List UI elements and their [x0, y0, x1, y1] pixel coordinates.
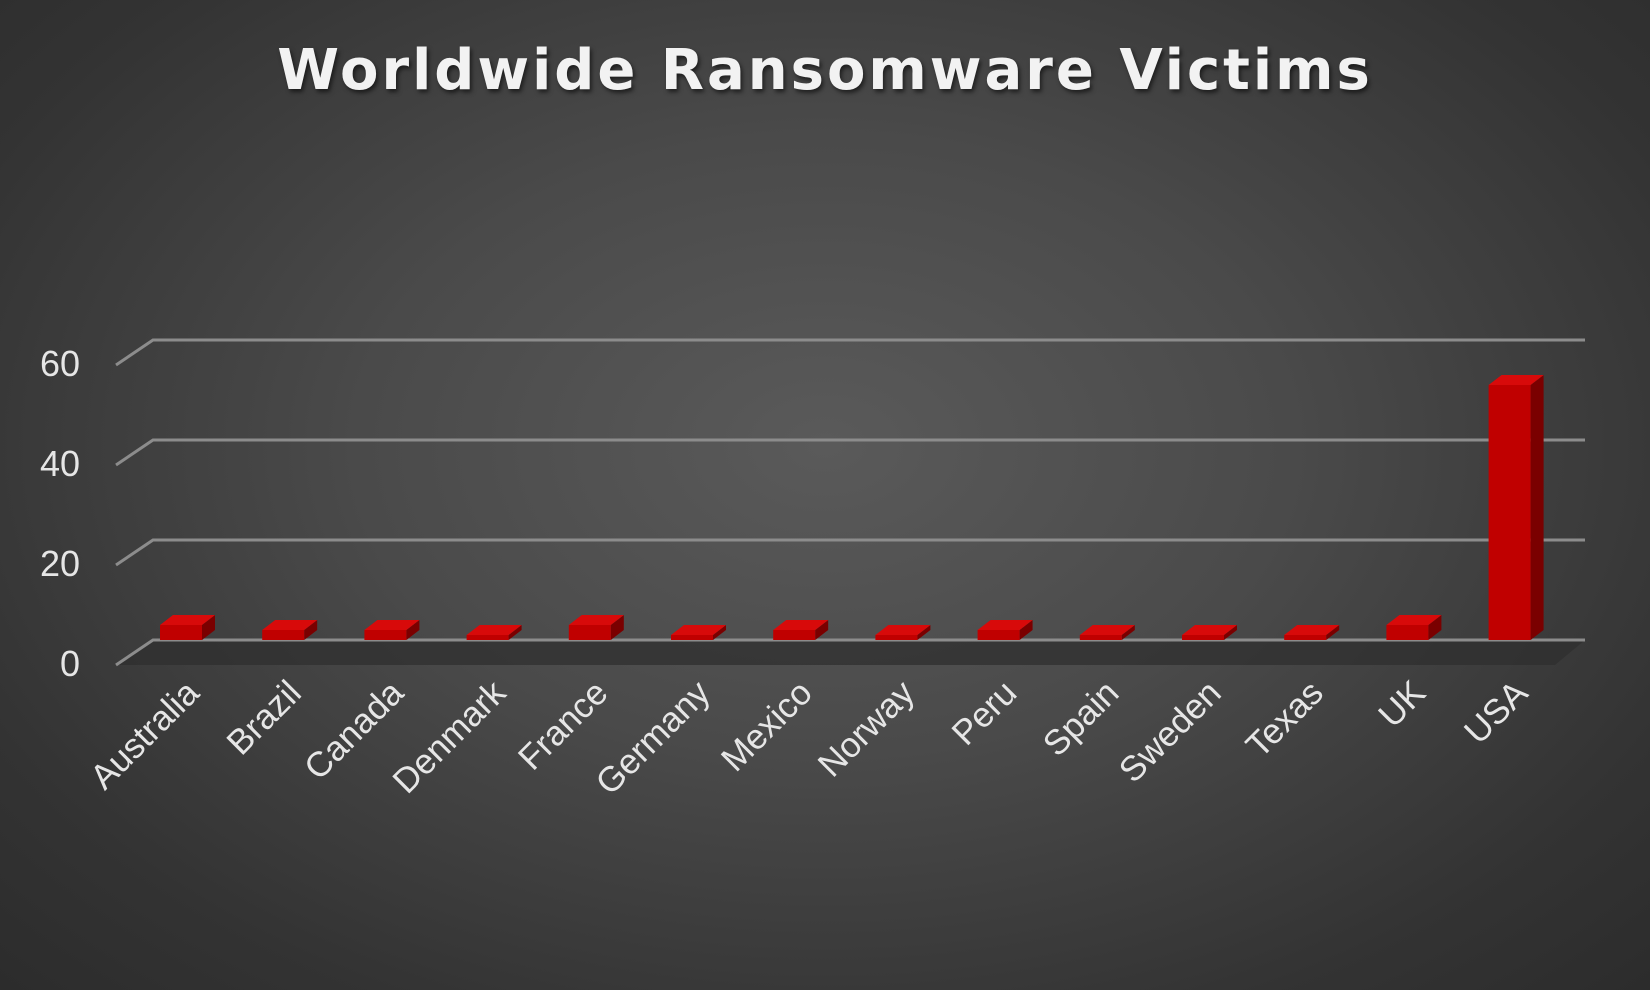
- y-axis-ticks: 0 20 40 60: [40, 343, 80, 684]
- x-tick-label: Peru: [944, 673, 1024, 753]
- bar: [1386, 625, 1429, 640]
- bar: [466, 635, 509, 640]
- x-tick-label: Norway: [811, 673, 923, 785]
- bar-group: [977, 620, 1033, 640]
- bar-top: [1079, 625, 1135, 635]
- x-axis-ticks: Australia BrazilCanadaDenmarkFranceGerman…: [83, 673, 1536, 803]
- bar: [671, 635, 713, 640]
- y-tick-label: 20: [40, 543, 80, 584]
- bar-top: [160, 615, 215, 625]
- y-tick-label: 60: [40, 343, 80, 384]
- bar: [1488, 385, 1531, 640]
- bar-side: [1428, 615, 1442, 640]
- bar: [568, 625, 611, 640]
- bar-group: [568, 615, 624, 640]
- bar-group: [1386, 615, 1442, 640]
- x-tick-label: Australia: [83, 673, 207, 797]
- bar-group: [1284, 625, 1340, 640]
- bar: [262, 630, 305, 640]
- x-tick-label: Sweden: [1112, 673, 1229, 790]
- bar-group: [773, 620, 829, 640]
- bar-group: [671, 625, 726, 640]
- bar-top: [1182, 625, 1237, 635]
- gridlines: [115, 338, 1585, 667]
- bar-top: [1284, 625, 1340, 635]
- floor-plane: [116, 640, 1585, 665]
- x-tick-label: Brazil: [219, 673, 308, 762]
- x-tick-label: France: [511, 673, 616, 778]
- bar-group: [466, 625, 522, 640]
- x-tick-label: Spain: [1036, 673, 1127, 764]
- chart-floor: [116, 640, 1585, 665]
- bar-group: [875, 625, 931, 640]
- bar-side: [1530, 375, 1544, 640]
- gridline: [115, 438, 1585, 467]
- bar: [773, 630, 816, 640]
- x-tick-label: Germany: [588, 673, 718, 803]
- bars: [160, 375, 1544, 640]
- bar-top: [364, 620, 420, 630]
- bar: [977, 630, 1020, 640]
- bar-side: [304, 620, 318, 640]
- bar-group: [1488, 375, 1544, 640]
- bar-top: [568, 615, 624, 625]
- bar-group: [160, 615, 215, 640]
- x-tick-label: Denmark: [385, 673, 513, 801]
- bar-side: [508, 625, 522, 640]
- bar-top: [977, 620, 1033, 630]
- bar-side: [917, 625, 931, 640]
- y-tick-label: 40: [40, 443, 80, 484]
- bar-top: [671, 625, 726, 635]
- bar-top: [466, 625, 522, 635]
- bar-top: [1386, 615, 1442, 625]
- y-tick-label: 0: [60, 643, 80, 684]
- chart-title: Worldwide Ransomware Victims: [277, 38, 1373, 103]
- x-tick-label: UK: [1371, 673, 1433, 735]
- bar-top: [875, 625, 931, 635]
- bar-top: [773, 620, 829, 630]
- x-tick-label: Texas: [1239, 673, 1331, 765]
- bar-side: [1224, 625, 1237, 640]
- bar: [1284, 635, 1327, 640]
- x-tick-label: USA: [1457, 673, 1536, 752]
- bar: [364, 630, 407, 640]
- bar-side: [406, 620, 420, 640]
- bar-top: [1488, 375, 1544, 385]
- bar-group: [1079, 625, 1135, 640]
- bar: [160, 625, 202, 640]
- bar: [1182, 635, 1224, 640]
- bar-side: [610, 615, 624, 640]
- x-tick-label: Mexico: [714, 673, 820, 779]
- bar: [1079, 635, 1122, 640]
- bar-group: [262, 620, 318, 640]
- bar-group: [364, 620, 420, 640]
- bar-side: [815, 620, 829, 640]
- bar-top: [262, 620, 318, 630]
- gridline: [115, 538, 1585, 567]
- bar-side: [1326, 625, 1340, 640]
- bar-side: [1019, 620, 1033, 640]
- bar-group: [1182, 625, 1237, 640]
- bar-side: [1121, 625, 1135, 640]
- bar: [875, 635, 918, 640]
- gridline: [115, 338, 1585, 367]
- bar-side: [202, 615, 215, 640]
- bar-side: [713, 625, 726, 640]
